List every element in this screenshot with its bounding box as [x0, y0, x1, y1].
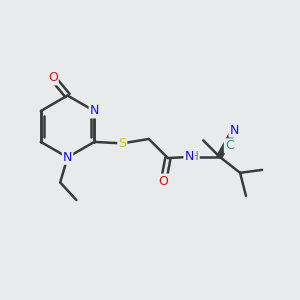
Text: N: N: [230, 124, 239, 136]
Text: H: H: [190, 150, 199, 163]
Text: S: S: [118, 137, 126, 150]
Text: C: C: [225, 139, 234, 152]
Text: N: N: [90, 104, 99, 118]
Text: O: O: [159, 175, 169, 188]
Text: N: N: [63, 151, 72, 164]
Text: N: N: [184, 150, 194, 163]
Text: O: O: [48, 71, 58, 84]
